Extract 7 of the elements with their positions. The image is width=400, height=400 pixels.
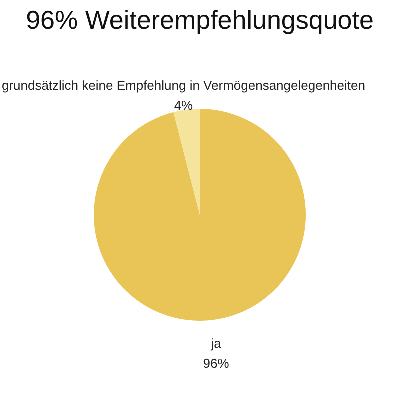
- slice-label: grundsätzlich keine Empfehlung in Vermögensangelegenheiten: [2, 78, 366, 94]
- data-label: 4%: [174, 98, 194, 114]
- chart-title: 96% Weiterempfehlungsquote: [26, 5, 374, 35]
- pie-slice: [174, 109, 200, 215]
- slice-label: ja: [210, 336, 222, 351]
- data-label: 96%: [203, 356, 230, 371]
- pie-slice: [94, 109, 306, 321]
